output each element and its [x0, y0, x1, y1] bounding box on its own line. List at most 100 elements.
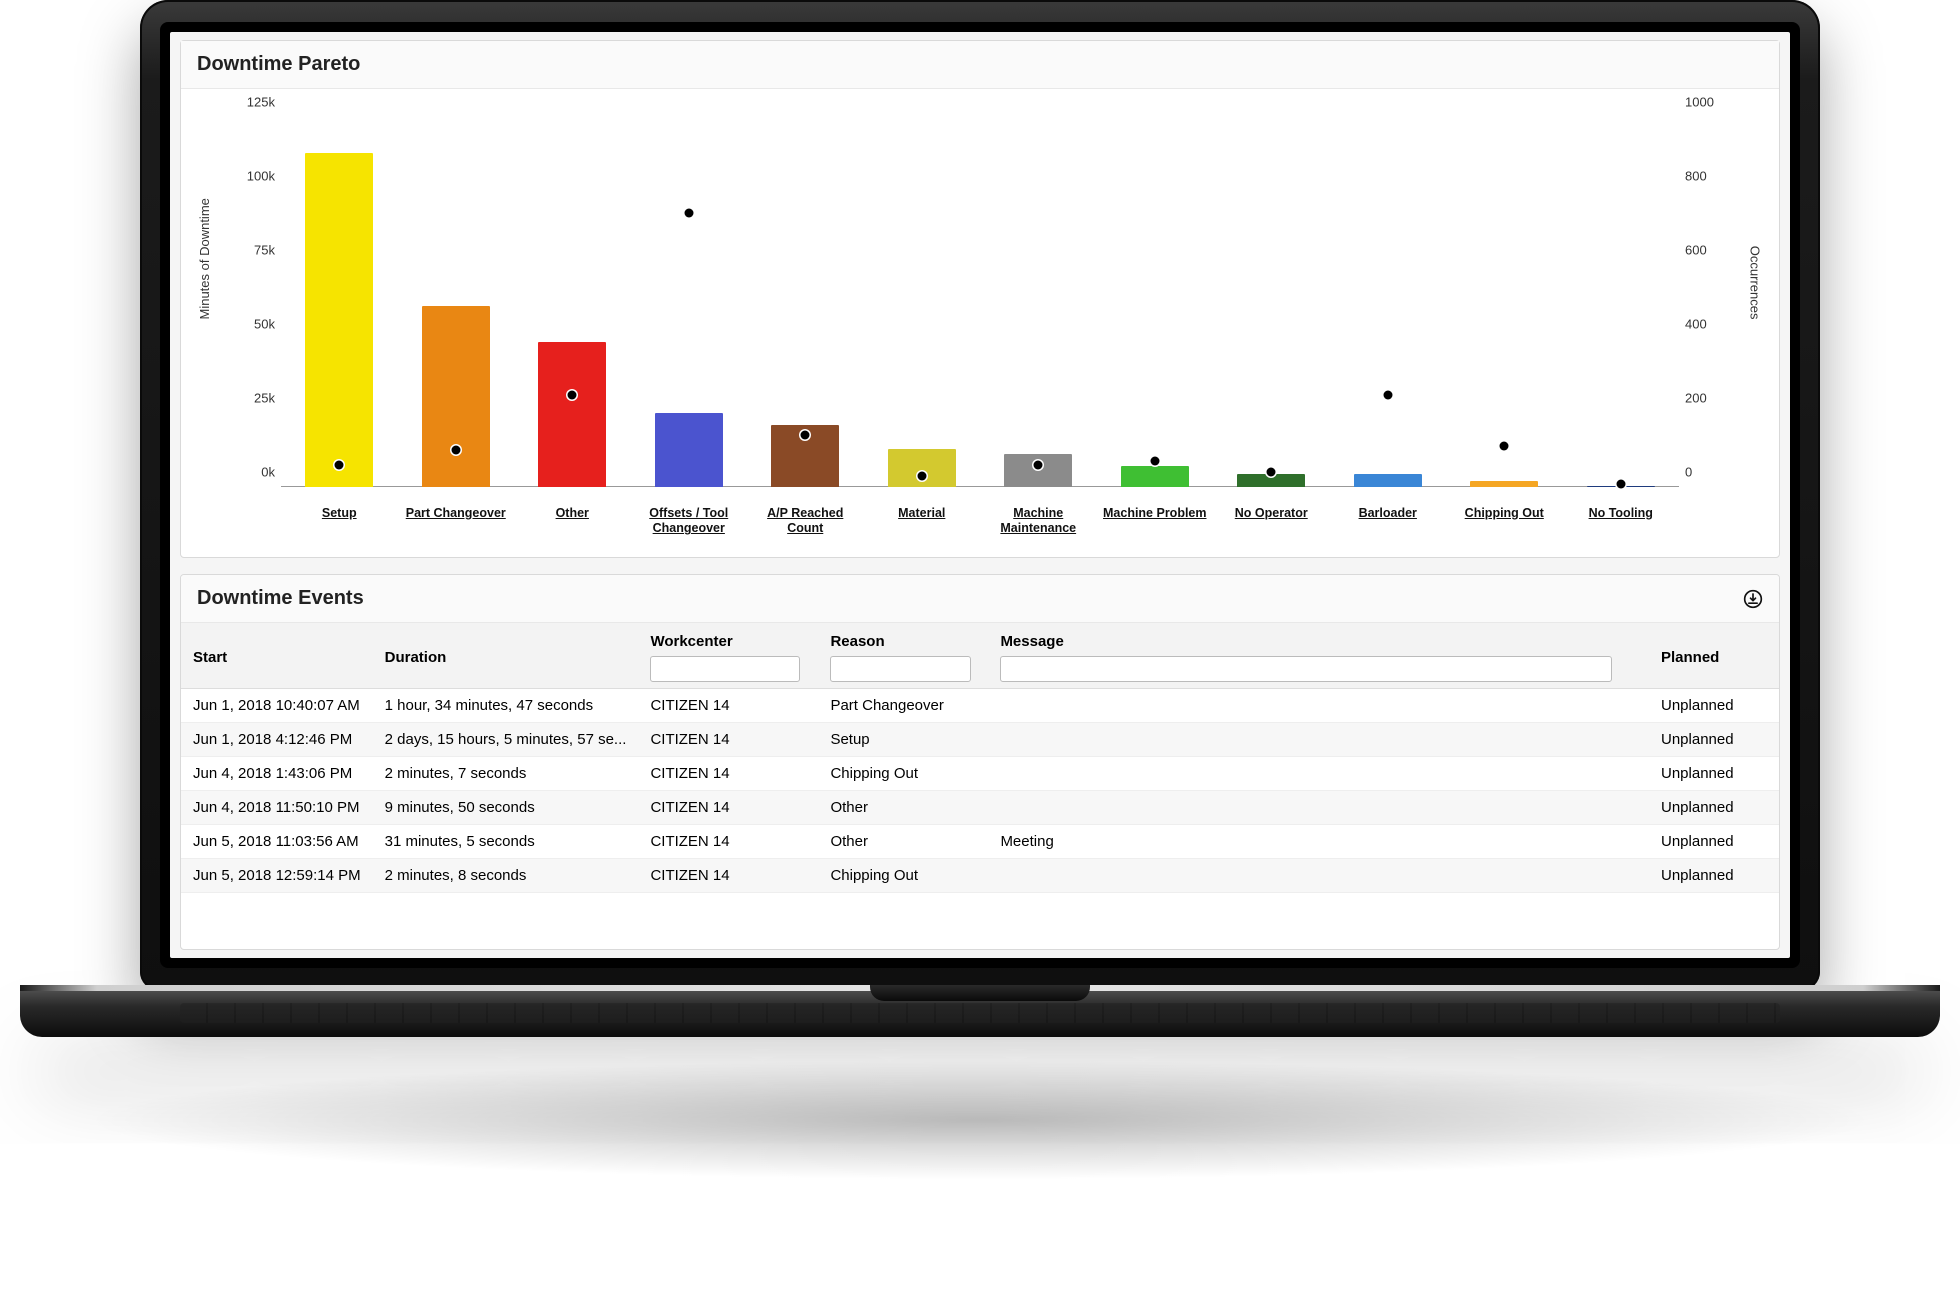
cell-reason: Part Changeover [818, 689, 988, 723]
events-panel-title: Downtime Events [197, 587, 364, 610]
occurrence-dot[interactable] [1383, 390, 1392, 399]
col-header-planned[interactable]: Planned [1649, 623, 1779, 689]
bar-slot [747, 117, 864, 487]
cell-duration: 2 minutes, 7 seconds [373, 757, 639, 791]
y-right-tick-label: 600 [1685, 243, 1729, 258]
col-header-duration[interactable]: Duration [373, 623, 639, 689]
x-axis-category-label[interactable]: Machine Problem [1097, 506, 1214, 537]
cell-message [988, 791, 1649, 825]
bar-slot [631, 117, 748, 487]
occurrence-dot[interactable] [1150, 457, 1159, 466]
y-left-tick-label: 0k [231, 465, 275, 480]
table-row[interactable]: Jun 5, 2018 11:03:56 AM31 minutes, 5 sec… [181, 825, 1779, 859]
x-axis-category-label[interactable]: Setup [281, 506, 398, 537]
y-left-tick-label: 50k [231, 317, 275, 332]
x-axis-category-label[interactable]: Machine Maintenance [980, 506, 1097, 537]
bar-slot [864, 117, 981, 487]
occurrence-dot[interactable] [568, 390, 577, 399]
cell-start: Jun 1, 2018 10:40:07 AM [181, 689, 373, 723]
screen: Downtime Pareto Minutes of Downtime Occu… [170, 32, 1790, 958]
laptop-keyboard [180, 1003, 1780, 1023]
chart-plot-area: 0k25k50k75k100k125k02004006008001000 [281, 117, 1679, 487]
table-row[interactable]: Jun 5, 2018 12:59:14 PM2 minutes, 8 seco… [181, 859, 1779, 893]
occurrence-dot[interactable] [801, 431, 810, 440]
cell-workcenter: CITIZEN 14 [638, 689, 818, 723]
cell-planned: Unplanned [1649, 757, 1779, 791]
pareto-panel-body: Minutes of Downtime Occurrences 0k25k50k… [181, 89, 1779, 557]
bar-slot [1330, 117, 1447, 487]
col-header-reason[interactable]: Reason [818, 623, 988, 689]
pareto-panel-header: Downtime Pareto [181, 41, 1779, 89]
cell-start: Jun 5, 2018 11:03:56 AM [181, 825, 373, 859]
cell-reason: Chipping Out [818, 859, 988, 893]
table-row[interactable]: Jun 4, 2018 1:43:06 PM2 minutes, 7 secon… [181, 757, 1779, 791]
x-axis-category-label[interactable]: Other [514, 506, 631, 537]
occurrence-dot[interactable] [335, 460, 344, 469]
col-header-message-label: Message [1000, 633, 1063, 650]
x-axis-category-label[interactable]: A/P Reached Count [747, 506, 864, 537]
occurrence-dot[interactable] [1267, 468, 1276, 477]
occurrence-dot[interactable] [1500, 442, 1509, 451]
bar[interactable] [1470, 481, 1538, 487]
cell-planned: Unplanned [1649, 859, 1779, 893]
x-axis-category-label[interactable]: No Tooling [1563, 506, 1680, 537]
cell-workcenter: CITIZEN 14 [638, 825, 818, 859]
col-header-message[interactable]: Message [988, 623, 1649, 689]
x-axis-category-label[interactable]: Material [864, 506, 981, 537]
cell-reason: Other [818, 825, 988, 859]
cell-message [988, 859, 1649, 893]
y-right-axis-label: Occurrences [1748, 246, 1763, 320]
bar[interactable] [1354, 474, 1422, 487]
y-left-tick-label: 100k [231, 169, 275, 184]
bar[interactable] [538, 342, 606, 487]
x-axis-category-label[interactable]: No Operator [1213, 506, 1330, 537]
x-axis-category-label[interactable]: Chipping Out [1446, 506, 1563, 537]
occurrence-dot[interactable] [684, 209, 693, 218]
table-row[interactable]: Jun 4, 2018 11:50:10 PM9 minutes, 50 sec… [181, 791, 1779, 825]
cell-duration: 31 minutes, 5 seconds [373, 825, 639, 859]
x-axis-category-label[interactable]: Offsets / Tool Changeover [631, 506, 748, 537]
y-left-tick-label: 125k [231, 95, 275, 110]
cell-planned: Unplanned [1649, 825, 1779, 859]
bar[interactable] [655, 413, 723, 487]
occurrence-dot[interactable] [1616, 480, 1625, 489]
events-table-body: Jun 1, 2018 10:40:07 AM1 hour, 34 minute… [181, 689, 1779, 893]
table-row[interactable]: Jun 1, 2018 10:40:07 AM1 hour, 34 minute… [181, 689, 1779, 723]
occurrence-dot[interactable] [917, 471, 926, 480]
x-axis-category-label[interactable]: Part Changeover [398, 506, 515, 537]
col-header-start-label: Start [193, 649, 227, 666]
y-left-tick-label: 25k [231, 391, 275, 406]
events-table-head: Start Duration Workcenter [181, 623, 1779, 689]
bar[interactable] [305, 153, 373, 487]
bars-row [281, 117, 1679, 487]
cell-planned: Unplanned [1649, 689, 1779, 723]
cell-start: Jun 4, 2018 11:50:10 PM [181, 791, 373, 825]
pareto-chart: Minutes of Downtime Occurrences 0k25k50k… [201, 107, 1759, 547]
filter-message-input[interactable] [1000, 656, 1611, 682]
cell-duration: 2 days, 15 hours, 5 minutes, 57 se... [373, 723, 639, 757]
bar[interactable] [888, 449, 956, 487]
bar-slot [1213, 117, 1330, 487]
cell-planned: Unplanned [1649, 791, 1779, 825]
laptop-hinge-notch [870, 985, 1090, 1001]
occurrence-dot[interactable] [451, 446, 460, 455]
filter-workcenter-input[interactable] [650, 656, 800, 682]
laptop-base [20, 985, 1940, 1037]
bar[interactable] [1121, 466, 1189, 487]
bar[interactable] [422, 306, 490, 487]
col-header-workcenter[interactable]: Workcenter [638, 623, 818, 689]
col-header-start[interactable]: Start [181, 623, 373, 689]
laptop-bezel: Downtime Pareto Minutes of Downtime Occu… [160, 22, 1800, 968]
occurrence-dot[interactable] [1034, 460, 1043, 469]
filter-reason-input[interactable] [830, 656, 970, 682]
table-row[interactable]: Jun 1, 2018 4:12:46 PM2 days, 15 hours, … [181, 723, 1779, 757]
cell-duration: 1 hour, 34 minutes, 47 seconds [373, 689, 639, 723]
y-left-axis-label: Minutes of Downtime [197, 198, 212, 319]
stage: Downtime Pareto Minutes of Downtime Occu… [0, 0, 1960, 1300]
x-axis-category-label[interactable]: Barloader [1330, 506, 1447, 537]
bar-slot [1446, 117, 1563, 487]
col-header-workcenter-label: Workcenter [650, 633, 732, 650]
download-icon[interactable] [1743, 589, 1763, 609]
cell-message: Meeting [988, 825, 1649, 859]
col-header-reason-label: Reason [830, 633, 884, 650]
